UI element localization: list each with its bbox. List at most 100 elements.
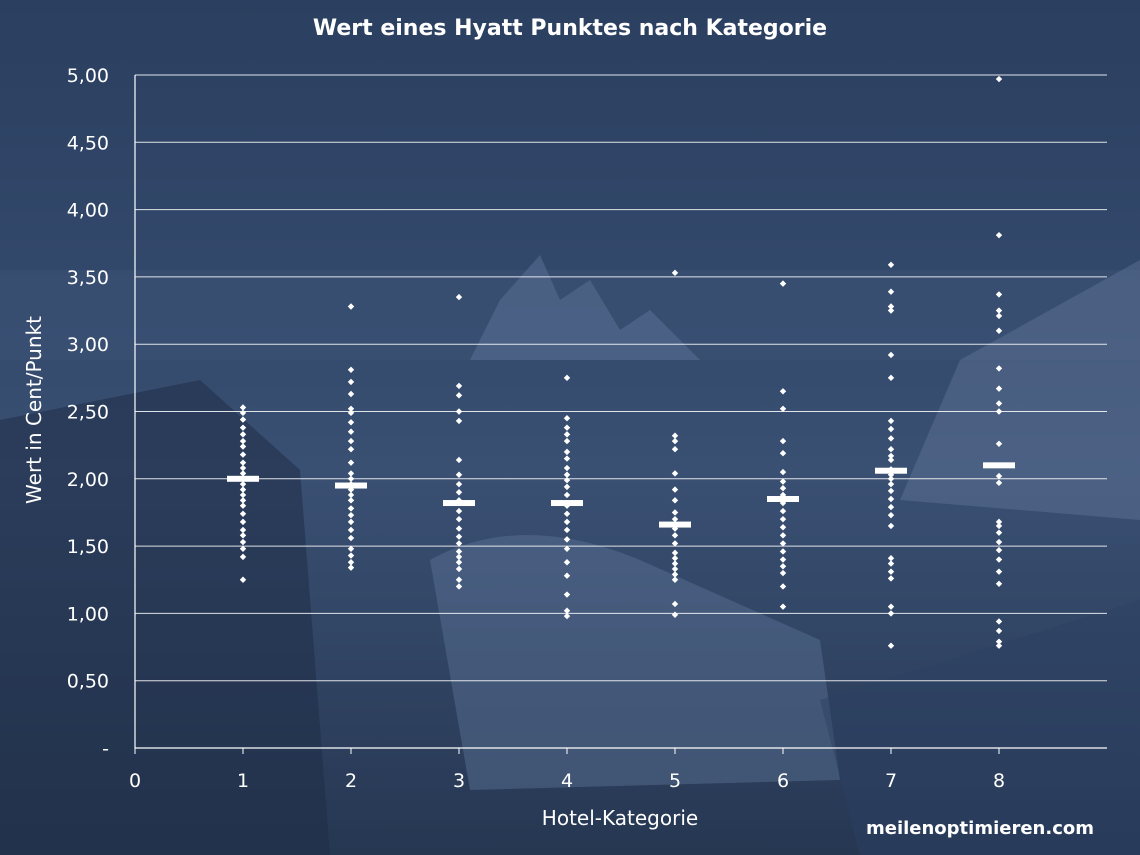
data-point bbox=[995, 75, 1003, 83]
data-point bbox=[887, 425, 895, 433]
data-point bbox=[671, 269, 679, 277]
data-point bbox=[347, 445, 355, 453]
data-point bbox=[455, 408, 463, 415]
data-point bbox=[995, 638, 1003, 645]
data-point bbox=[239, 510, 247, 517]
data-point bbox=[347, 497, 355, 504]
x-tick-label: 6 bbox=[777, 770, 789, 792]
data-point bbox=[779, 478, 787, 485]
data-point bbox=[455, 382, 463, 390]
data-point bbox=[671, 576, 679, 583]
data-point bbox=[563, 526, 571, 534]
data-point bbox=[347, 475, 355, 482]
data-point bbox=[887, 522, 895, 530]
y-tick-label: 1,00 bbox=[67, 603, 109, 625]
data-point bbox=[563, 607, 571, 614]
mean-marker bbox=[983, 462, 1015, 469]
data-point bbox=[347, 564, 355, 571]
data-point bbox=[779, 563, 787, 570]
data-point bbox=[347, 409, 355, 417]
data-point bbox=[455, 565, 463, 573]
x-tick-label: 1 bbox=[237, 770, 249, 792]
data-point bbox=[563, 437, 571, 445]
data-point bbox=[887, 487, 895, 495]
x-tick-label: 5 bbox=[669, 770, 681, 792]
y-tick-labels: - 0,50 1,00 1,50 2,00 2,50 3,00 3,50 4,00 4,50 5,0… bbox=[67, 65, 109, 760]
data-point bbox=[347, 511, 355, 519]
data-point bbox=[563, 476, 571, 484]
data-point bbox=[887, 555, 895, 562]
data-point bbox=[779, 524, 787, 531]
data-point bbox=[779, 532, 787, 539]
mean-marker bbox=[551, 500, 583, 507]
data-point bbox=[779, 388, 787, 395]
data-point bbox=[995, 440, 1003, 448]
data-point bbox=[887, 307, 895, 314]
data-point bbox=[347, 526, 355, 534]
data-point bbox=[347, 491, 355, 499]
data-point bbox=[779, 437, 787, 445]
x-tick-label: 7 bbox=[885, 770, 897, 792]
data-point bbox=[887, 480, 895, 488]
data-point bbox=[347, 505, 355, 512]
y-tick-label: 3,50 bbox=[67, 267, 109, 289]
data-point bbox=[455, 548, 463, 555]
data-point bbox=[887, 603, 895, 610]
mean-marker bbox=[875, 467, 907, 474]
gridlines bbox=[135, 74, 1107, 682]
data-point bbox=[563, 374, 571, 382]
data-point bbox=[347, 545, 355, 552]
data-point bbox=[995, 231, 1003, 239]
data-point bbox=[455, 507, 463, 515]
data-point bbox=[995, 479, 1003, 487]
y-axis-label: Wert in Cent/Punkt bbox=[22, 316, 46, 504]
data-point bbox=[239, 416, 247, 423]
data-point bbox=[995, 627, 1003, 635]
data-point bbox=[887, 495, 895, 503]
mean-marker bbox=[443, 500, 475, 507]
data-point bbox=[779, 583, 787, 590]
data-point bbox=[995, 327, 1003, 334]
data-point bbox=[347, 303, 355, 310]
data-point bbox=[671, 445, 679, 453]
y-tick-label: 4,50 bbox=[67, 132, 109, 154]
data-point bbox=[887, 452, 895, 460]
data-point bbox=[671, 432, 679, 439]
data-point bbox=[995, 400, 1003, 407]
data-point bbox=[455, 583, 463, 590]
data-point bbox=[671, 555, 679, 562]
x-tick-labels: 0 1 2 3 4 5 6 7 8 bbox=[129, 770, 1005, 792]
data-point bbox=[455, 559, 463, 566]
data-point bbox=[563, 415, 571, 422]
data-point bbox=[455, 456, 463, 464]
data-point bbox=[887, 303, 895, 310]
data-point bbox=[887, 568, 895, 575]
data-point bbox=[239, 424, 247, 431]
x-tick-label: 4 bbox=[561, 770, 573, 792]
data-point bbox=[995, 291, 1003, 298]
data-point bbox=[779, 485, 787, 492]
data-point bbox=[995, 385, 1003, 392]
data-point bbox=[671, 560, 679, 567]
data-point bbox=[563, 612, 571, 620]
data-point bbox=[347, 378, 355, 386]
data-point bbox=[347, 390, 355, 398]
data-point bbox=[347, 366, 355, 373]
data-point bbox=[239, 538, 247, 546]
data-point bbox=[347, 470, 355, 477]
x-tick-label: 3 bbox=[453, 770, 465, 792]
watermark: meilenoptimieren.com bbox=[865, 818, 1094, 839]
data-point bbox=[239, 576, 247, 583]
data-point bbox=[563, 545, 571, 552]
data-point bbox=[995, 472, 1003, 480]
data-point bbox=[887, 610, 895, 617]
data-point bbox=[347, 437, 355, 445]
data-point bbox=[887, 445, 895, 453]
data-point bbox=[455, 293, 463, 301]
data-point bbox=[239, 502, 247, 509]
data-point bbox=[779, 556, 787, 563]
mean-markers bbox=[227, 462, 1015, 528]
data-point bbox=[671, 486, 679, 493]
data-point bbox=[239, 497, 247, 504]
mean-marker bbox=[767, 495, 799, 502]
